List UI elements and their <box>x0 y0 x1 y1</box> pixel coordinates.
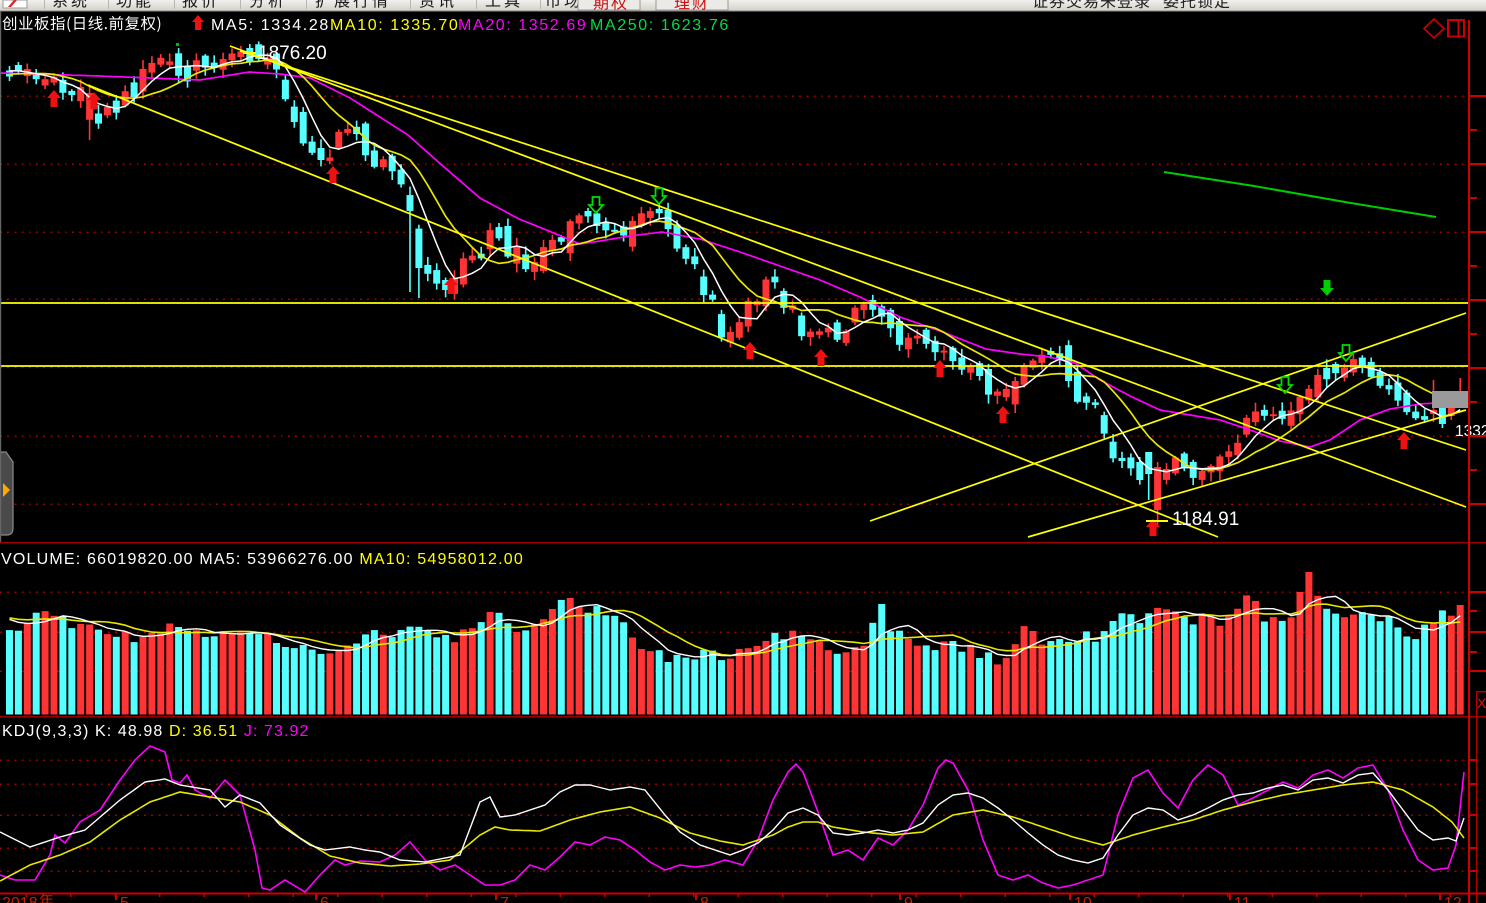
svg-text:X: X <box>1477 695 1486 711</box>
svg-text:1332.69: 1332.69 <box>1455 423 1486 440</box>
svg-text:MA250: 1623.76: MA250: 1623.76 <box>590 17 730 34</box>
svg-text:9: 9 <box>904 895 913 903</box>
svg-text:7: 7 <box>500 895 509 903</box>
svg-text:12: 12 <box>1444 895 1462 903</box>
svg-text:MA10: 1335.70: MA10: 1335.70 <box>330 17 459 34</box>
svg-text:MA20: 1352.69: MA20: 1352.69 <box>458 17 587 34</box>
svg-text:1876.20: 1876.20 <box>258 43 327 64</box>
svg-text:10: 10 <box>1074 895 1092 903</box>
svg-text:11: 11 <box>1234 895 1251 903</box>
svg-text:MA5: 1334.28: MA5: 1334.28 <box>211 17 330 34</box>
svg-text:6: 6 <box>320 895 329 903</box>
svg-text:2018: 2018 <box>2 895 38 903</box>
svg-text:5: 5 <box>120 895 129 903</box>
svg-text:1184.91: 1184.91 <box>1172 509 1239 530</box>
svg-text:KDJ(9,3,3) K: 48.98 D: 36.51 J: KDJ(9,3,3) K: 48.98 D: 36.51 J: 73.92 <box>2 723 310 740</box>
svg-text:8: 8 <box>700 895 709 903</box>
svg-text:VOLUME: 66019820.00 MA5: 53966: VOLUME: 66019820.00 MA5: 53966276.00 MA1… <box>1 551 524 568</box>
